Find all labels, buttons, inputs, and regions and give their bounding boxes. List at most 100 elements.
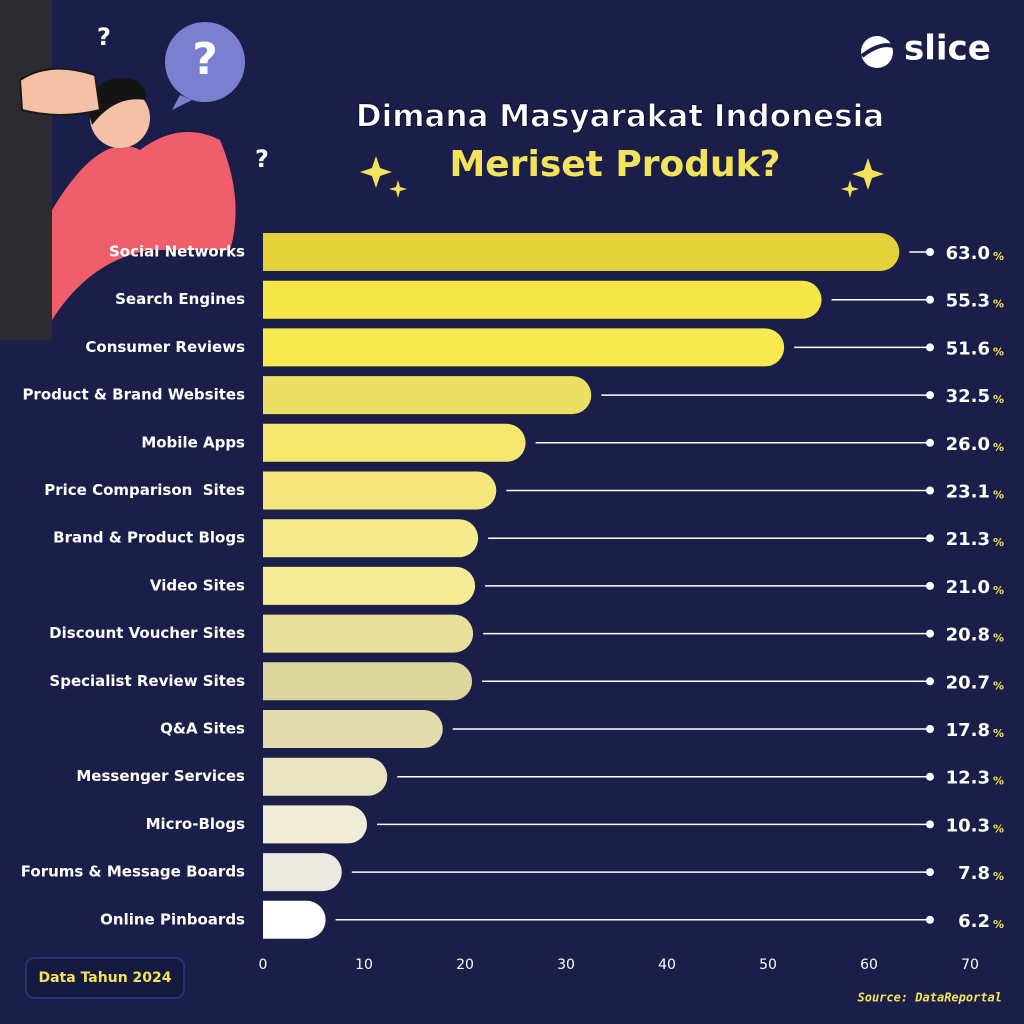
leader-dot xyxy=(926,629,934,638)
y-tick-label: Online Pinboards xyxy=(100,910,245,928)
value-label: 63.0 xyxy=(946,243,990,264)
y-tick-label: Forums & Message Boards xyxy=(21,863,245,881)
value-label: 6.2 xyxy=(958,911,990,932)
value-suffix: % xyxy=(993,489,1004,502)
value-suffix: % xyxy=(993,298,1004,311)
value-label: 20.8 xyxy=(946,625,990,646)
illustration xyxy=(0,0,245,340)
bar xyxy=(263,280,822,319)
annotation: ? xyxy=(192,34,218,85)
value-label: 23.1 xyxy=(946,482,990,503)
value-suffix: % xyxy=(993,822,1004,835)
y-tick-label: Price Comparison Sites xyxy=(44,481,245,499)
value-label: 7.8 xyxy=(958,863,990,884)
bar xyxy=(263,233,900,271)
leader-dot xyxy=(926,868,934,877)
leader-dot xyxy=(926,343,934,352)
chart-subtitle: Meriset Produk? xyxy=(449,144,780,185)
value-label: 32.5 xyxy=(946,386,990,407)
value-suffix: % xyxy=(993,536,1004,549)
value-label: 26.0 xyxy=(946,434,990,455)
value-suffix: % xyxy=(993,584,1004,597)
leader-dot xyxy=(926,391,934,400)
value-label: 51.6 xyxy=(946,338,990,359)
leader-dot xyxy=(926,486,934,495)
value-label: 17.8 xyxy=(946,720,990,741)
y-tick-label: Social Networks xyxy=(109,243,245,261)
footnote: Data Tahun 2024 xyxy=(38,970,171,986)
bar xyxy=(263,376,592,415)
bar xyxy=(263,710,443,748)
bar xyxy=(263,566,476,605)
y-tick-label: Brand & Product Blogs xyxy=(53,529,245,547)
bar xyxy=(263,519,479,558)
value-suffix: % xyxy=(993,727,1004,740)
y-tick-label: Messenger Services xyxy=(76,767,245,785)
x-tick-label: 10 xyxy=(355,957,373,973)
bar xyxy=(263,662,473,701)
sparkle xyxy=(389,180,407,198)
logo-icon xyxy=(860,43,894,58)
x-tick-label: 70 xyxy=(961,957,979,973)
x-tick-label: 40 xyxy=(658,957,676,973)
bar xyxy=(263,805,368,844)
y-tick-label: Mobile Apps xyxy=(141,433,245,451)
leader-dot xyxy=(926,725,934,733)
leader-dot xyxy=(926,772,934,781)
x-tick-label: 50 xyxy=(759,957,777,973)
bar xyxy=(263,614,474,653)
y-tick-label: Micro-Blogs xyxy=(146,815,246,833)
x-tick-label: 20 xyxy=(456,957,474,973)
annotation: ? xyxy=(97,23,111,51)
brand: slice xyxy=(904,29,991,69)
source: Source: DataReportal xyxy=(858,991,1003,1005)
value-suffix: % xyxy=(993,870,1004,883)
value-label: 21.0 xyxy=(946,577,990,598)
value-suffix: % xyxy=(993,632,1004,645)
y-tick-label: Video Sites xyxy=(150,576,245,594)
x-tick-label: 30 xyxy=(557,957,575,973)
bar xyxy=(263,853,342,892)
leader-dot xyxy=(926,820,934,829)
y-tick-label: Product & Brand Websites xyxy=(22,386,245,404)
bar xyxy=(263,328,785,367)
value-suffix: % xyxy=(993,250,1004,263)
value-suffix: % xyxy=(993,775,1004,788)
value-label: 12.3 xyxy=(946,768,990,789)
x-tick-label: 60 xyxy=(860,957,878,973)
bar xyxy=(263,900,326,939)
value-suffix: % xyxy=(993,918,1004,931)
value-label: 10.3 xyxy=(946,815,990,836)
value-label: 21.3 xyxy=(946,529,990,550)
annotation: ? xyxy=(255,145,269,173)
leader-dot xyxy=(926,915,934,924)
value-label: 55.3 xyxy=(946,291,990,312)
sparkle xyxy=(841,180,859,198)
y-tick-label: Discount Voucher Sites xyxy=(49,624,245,642)
y-tick-label: Consumer Reviews xyxy=(85,338,245,356)
sparkle xyxy=(360,156,392,188)
leader-dot xyxy=(926,581,934,590)
leader-dot xyxy=(926,534,934,543)
leader-dot xyxy=(926,295,934,304)
value-label: 20.7 xyxy=(946,672,990,693)
footnote-box xyxy=(25,957,185,999)
value-suffix: % xyxy=(993,441,1004,454)
value-suffix: % xyxy=(993,393,1004,406)
sparkle xyxy=(852,158,884,190)
bar xyxy=(263,757,388,796)
leader-dot xyxy=(926,677,934,686)
value-suffix: % xyxy=(993,679,1004,692)
y-tick-label: Specialist Review Sites xyxy=(49,672,245,690)
x-tick-label: 0 xyxy=(259,957,268,973)
chart-title: Dimana Masyarakat Indonesia xyxy=(356,99,884,135)
leader-dot xyxy=(926,438,934,447)
bar xyxy=(263,471,497,510)
y-tick-label: Q&A Sites xyxy=(160,720,245,738)
y-tick-label: Search Engines xyxy=(115,290,245,308)
bar xyxy=(263,423,526,462)
value-suffix: % xyxy=(993,345,1004,358)
leader-dot xyxy=(926,248,934,256)
